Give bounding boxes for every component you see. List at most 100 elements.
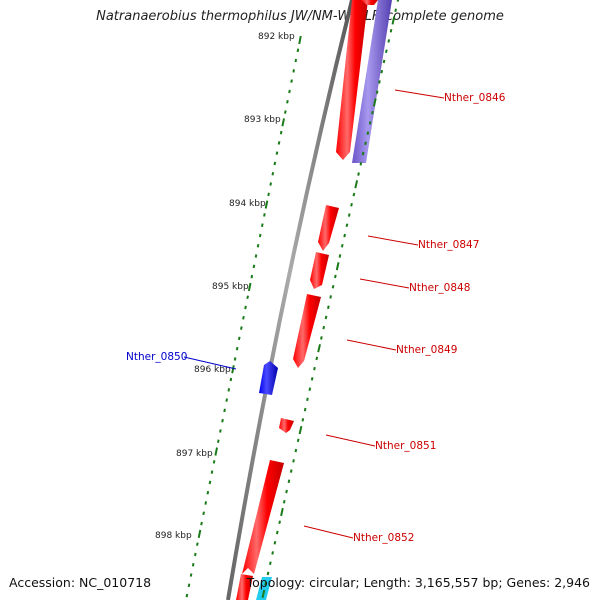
gene-arrow-nther-0848[interactable]: [310, 252, 329, 289]
minor-tick: [229, 377, 233, 382]
leader-nther-0852: [303, 525, 354, 539]
minor-tick: [389, 28, 393, 33]
minor-tick: [301, 418, 305, 422]
minor-tick: [308, 387, 312, 391]
minor-tick: [217, 439, 220, 443]
minor-tick: [250, 274, 254, 279]
major-tick: [247, 282, 252, 292]
minor-tick: [320, 336, 323, 340]
minor-tick: [189, 573, 193, 577]
major-tick: [317, 344, 321, 353]
scale-label-898: 898 kbp: [155, 531, 192, 541]
major-tick: [391, 16, 396, 25]
inner-tick-ladder: [185, 35, 302, 598]
minor-tick: [277, 141, 281, 145]
minor-tick: [187, 583, 191, 588]
minor-tick: [294, 448, 298, 453]
minor-tick: [273, 540, 277, 545]
gene-label-nther-0851[interactable]: Nther_0851: [375, 440, 436, 452]
rna-band[interactable]: [352, 0, 392, 163]
gene-arrow-nther-0850[interactable]: [259, 361, 278, 395]
minor-tick: [185, 593, 189, 598]
scale-label-897: 897 kbp: [176, 449, 213, 459]
major-tick: [264, 200, 269, 209]
minor-tick: [194, 552, 197, 557]
minor-tick: [368, 121, 372, 125]
minor-tick: [271, 172, 275, 176]
gene-label-nther-0846[interactable]: Nther_0846: [444, 92, 506, 104]
minor-tick: [350, 202, 353, 207]
gene-arrow-nther-0847[interactable]: [318, 205, 339, 251]
minor-tick: [266, 571, 270, 576]
minor-tick: [380, 69, 384, 74]
minor-tick: [275, 530, 279, 535]
gene-arrow-nther-0852[interactable]: [242, 460, 284, 574]
minor-tick: [364, 141, 367, 146]
gene-arrow-nther-0849[interactable]: [293, 294, 321, 368]
major-tick: [298, 425, 303, 435]
cyan-feature[interactable]: [256, 577, 272, 600]
minor-tick: [382, 59, 386, 64]
major-tick: [261, 589, 266, 599]
minor-tick: [303, 407, 307, 412]
minor-tick: [208, 480, 212, 485]
minor-tick: [191, 563, 195, 567]
minor-tick: [254, 254, 258, 258]
gene-arrow-top[interactable]: [361, 0, 378, 5]
minor-tick: [282, 499, 286, 504]
minor-tick: [338, 254, 342, 258]
minor-tick: [385, 49, 388, 54]
minor-tick: [289, 469, 293, 473]
minor-tick: [324, 315, 328, 320]
gene-arrow-nther-0853[interactable]: [236, 574, 253, 600]
minor-tick: [331, 284, 335, 289]
label-leaders: [183, 89, 445, 539]
minor-tick: [267, 192, 270, 197]
minor-tick: [288, 89, 291, 94]
minor-tick: [296, 48, 300, 53]
gene-arrow-nther-0846[interactable]: [336, 0, 368, 160]
minor-tick: [378, 80, 381, 84]
minor-tick: [210, 470, 214, 474]
gene-label-nther-0848[interactable]: Nther_0848: [409, 282, 470, 294]
minor-tick: [352, 192, 356, 197]
minor-tick: [269, 182, 272, 186]
major-tick: [354, 180, 359, 189]
gene-label-nther-0847[interactable]: Nther_0847: [418, 239, 479, 251]
leader-nther-0851: [325, 434, 376, 447]
minor-tick: [334, 274, 337, 279]
minor-tick: [264, 581, 267, 586]
topology-text: Topology: circular; Length: 3,165,557 bp…: [246, 575, 590, 590]
minor-tick: [202, 511, 205, 516]
minor-tick: [292, 69, 295, 73]
minor-tick: [396, 0, 400, 2]
minor-tick: [261, 223, 264, 227]
minor-tick: [313, 366, 316, 371]
minor-tick: [204, 501, 208, 505]
gene-arrow-nther-0851[interactable]: [279, 418, 294, 433]
minor-tick: [296, 438, 300, 443]
major-tick: [372, 98, 377, 107]
gene-label-nther-0849[interactable]: Nther_0849: [396, 344, 457, 356]
minor-tick: [237, 336, 241, 341]
minor-tick: [225, 398, 228, 402]
minor-tick: [271, 551, 274, 555]
scale-label-892: 892 kbp: [258, 32, 295, 42]
gene-label-nther-0850[interactable]: Nther_0850: [126, 351, 187, 363]
minor-tick: [347, 213, 351, 217]
minor-tick: [206, 490, 210, 495]
minor-tick: [273, 161, 277, 166]
minor-tick: [366, 131, 370, 135]
minor-tick: [275, 151, 279, 155]
major-tick: [335, 262, 340, 271]
minor-tick: [246, 295, 249, 300]
minor-tick: [310, 377, 314, 381]
gene-label-nther-0852[interactable]: Nther_0852: [353, 532, 414, 544]
minor-tick: [345, 223, 349, 228]
minor-tick: [286, 99, 289, 104]
minor-tick: [200, 521, 203, 526]
minor-tick: [357, 172, 360, 176]
minor-tick: [361, 151, 365, 156]
scale-label-896: 896 kbp: [194, 365, 231, 375]
